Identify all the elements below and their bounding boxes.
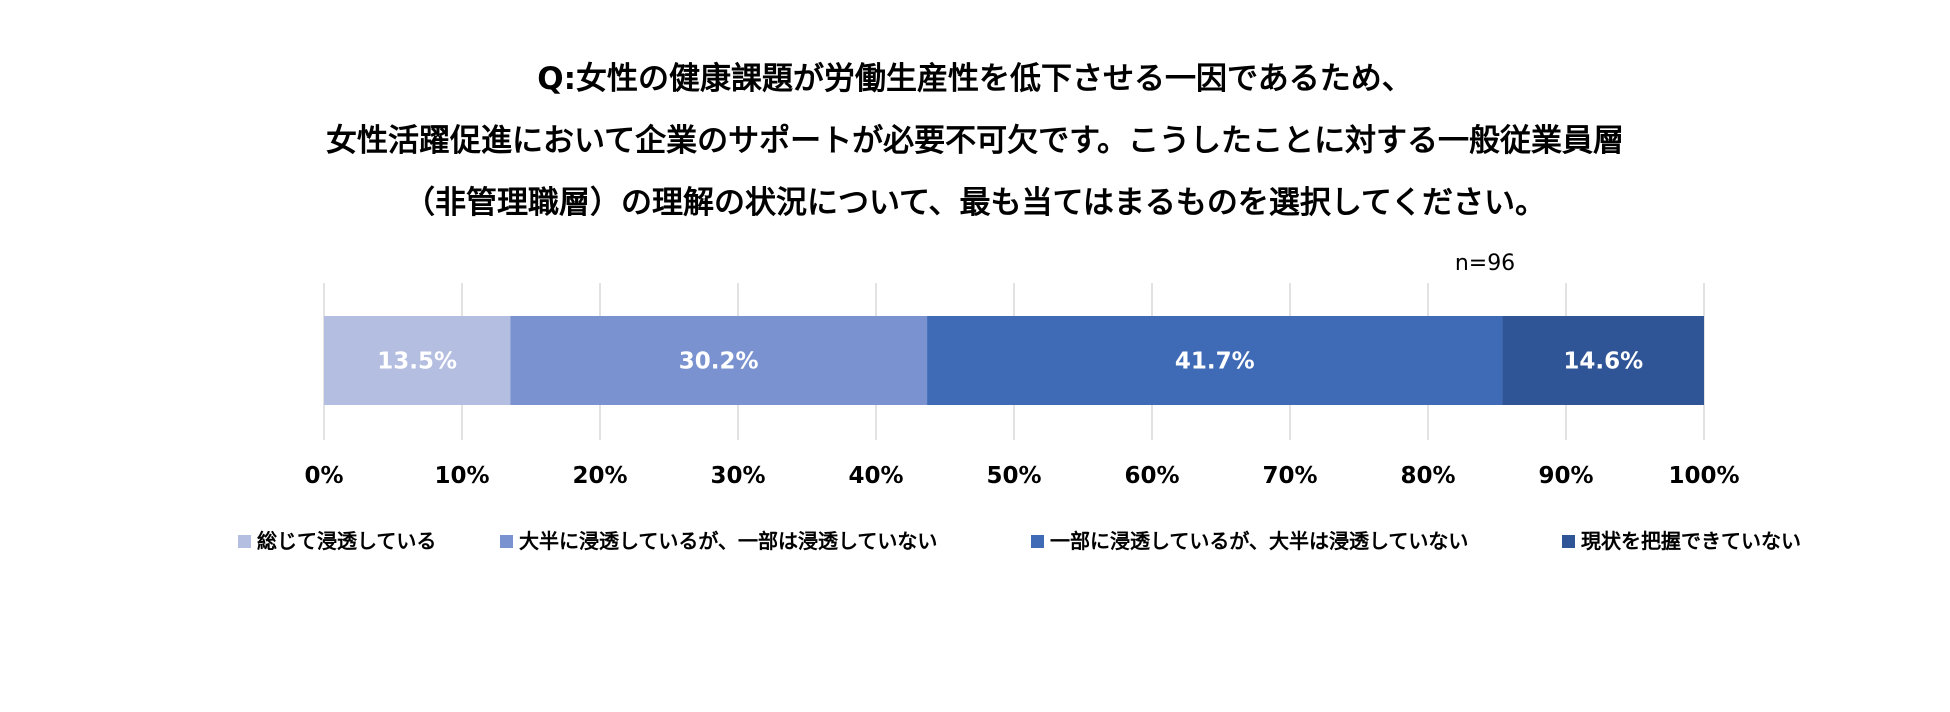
legend-item: 一部に浸透しているが、大半は浸透していない xyxy=(1031,528,1468,554)
x-tick-label: 40% xyxy=(848,463,903,489)
legend-item: 総じて浸透している xyxy=(238,528,436,554)
x-tick-label: 100% xyxy=(1668,463,1739,489)
data-label: 30.2% xyxy=(679,349,759,375)
data-label: 13.5% xyxy=(377,349,457,375)
x-tick-label: 90% xyxy=(1538,463,1593,489)
bar-segment xyxy=(927,316,1503,405)
legend-label: 総じて浸透している xyxy=(257,529,437,553)
legend-swatch xyxy=(1562,534,1575,548)
legend-label: 大半に浸透しているが、一部は浸透していない xyxy=(519,529,938,553)
legend: 総じて浸透している 大半に浸透しているが、一部は浸透していない 一部に浸透しているが… xyxy=(0,528,1950,558)
bar-segment xyxy=(1502,316,1704,405)
x-tick-label: 20% xyxy=(572,463,627,489)
x-axis-tick-labels: 0% 10% 20% 30% 40% 50% 60% 70% 80% 90% 100% xyxy=(304,463,1739,489)
legend-swatch xyxy=(1031,534,1044,548)
legend-item: 現状を把握できていない xyxy=(1562,528,1801,554)
chart-title-line-1: Q:女性の健康課題が労働生産性を低下させる一因であるため、 xyxy=(537,61,1413,97)
chart-title-line-2: 女性活躍促進において企業のサポートが必要不可欠です。こうしたことに対する一般従業… xyxy=(326,123,1624,159)
x-tick-label: 10% xyxy=(434,463,489,489)
chart-title-line-3: （非管理職層）の理解の状況について、最も当てはまるものを選択してください。 xyxy=(403,185,1547,221)
bar-segments xyxy=(324,316,1704,405)
x-tick-label: 60% xyxy=(1124,463,1179,489)
legend-label: 一部に浸透しているが、大半は浸透していない xyxy=(1050,529,1469,553)
legend-label: 現状を把握できていない xyxy=(1581,529,1801,553)
legend-swatch xyxy=(238,534,251,548)
data-label: 14.6% xyxy=(1563,349,1643,375)
bar-segment xyxy=(510,316,928,405)
x-tick-label: 70% xyxy=(1262,463,1317,489)
x-tick-label: 80% xyxy=(1400,463,1455,489)
data-label: 41.7% xyxy=(1175,349,1255,375)
x-tick-label: 30% xyxy=(710,463,765,489)
x-tick-label: 0% xyxy=(304,463,343,489)
legend-item: 大半に浸透しているが、一部は浸透していない xyxy=(500,528,937,554)
bar-segment xyxy=(324,316,511,405)
legend-swatch xyxy=(500,534,513,548)
x-tick-label: 50% xyxy=(986,463,1041,489)
data-labels: 13.5% 30.2% 41.7% 14.6% xyxy=(377,349,1643,375)
chart-title: Q:女性の健康課題が労働生産性を低下させる一因であるため、 女性活躍促進において… xyxy=(0,48,1950,234)
sample-size-note: n=96 xyxy=(1455,251,1515,276)
